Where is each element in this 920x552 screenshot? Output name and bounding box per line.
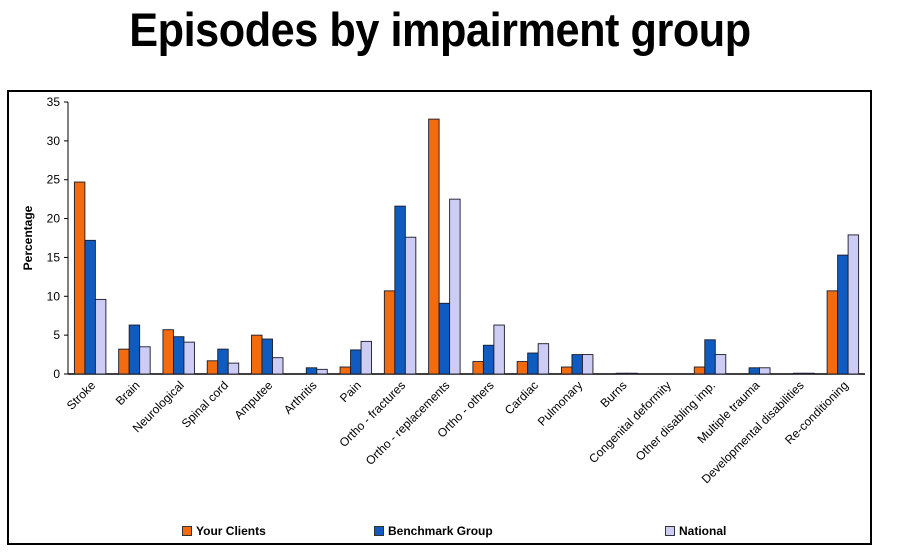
y-tick-label: 25: [47, 173, 61, 187]
bar-your-clients: [339, 366, 352, 375]
y-tick-label: 5: [53, 328, 60, 342]
x-tick-label: Arthritis: [281, 378, 320, 417]
chart-title: Episodes by impairment group: [129, 3, 751, 56]
bar-your-clients: [826, 290, 839, 375]
bar-your-clients: [118, 348, 130, 375]
y-tick-label: 15: [47, 250, 61, 264]
x-tick-label: Pulmonary: [535, 378, 585, 428]
legend-swatch-your-clients: [182, 526, 192, 536]
bar-your-clients: [206, 360, 219, 375]
x-tick-label: Other disabling imp.: [633, 378, 718, 463]
legend-item-your-clients: Your Clients: [182, 524, 266, 538]
bar-national: [449, 198, 461, 375]
x-tick-label: Cardiac: [502, 378, 541, 417]
x-tick-label: Stroke: [64, 378, 99, 413]
bar-benchmark-group: [748, 367, 761, 375]
bar-national: [272, 357, 284, 375]
bar-benchmark-group: [704, 339, 716, 375]
bar-national: [714, 354, 727, 375]
bar-benchmark-group: [261, 338, 273, 375]
bar-your-clients: [428, 118, 440, 375]
legend-label-benchmark-group: Benchmark Group: [388, 524, 493, 538]
x-tick-label: Congenital deformity: [586, 378, 674, 466]
y-tick-label: 10: [47, 289, 61, 303]
y-tick-label: 35: [47, 95, 61, 109]
bar-benchmark-group: [394, 205, 406, 375]
x-tick-label: Pain: [337, 378, 364, 405]
bar-your-clients: [693, 366, 706, 375]
bar-national: [227, 362, 240, 375]
bar-benchmark-group: [482, 344, 495, 375]
bar-benchmark-group: [615, 372, 628, 375]
bar-benchmark-group: [350, 349, 362, 375]
y-tick-label: 0: [53, 367, 60, 381]
y-axis-label: Percentage: [21, 205, 35, 270]
x-tick-label: Ortho - replacements: [363, 378, 453, 468]
bar-benchmark-group: [217, 348, 229, 375]
bar-national: [759, 367, 771, 375]
bar-your-clients: [73, 181, 86, 375]
legend-item-national: National: [665, 524, 726, 538]
bar-benchmark-group: [837, 254, 849, 375]
bar-national: [581, 354, 594, 375]
bar-your-clients: [251, 334, 263, 375]
bar-benchmark-group: [172, 336, 185, 375]
y-tick-label: 20: [47, 212, 61, 226]
x-tick-label: Brain: [113, 378, 143, 408]
bar-benchmark-group: [128, 324, 141, 375]
bar-national: [803, 372, 815, 375]
bar-your-clients: [162, 329, 174, 375]
bar-your-clients: [472, 361, 484, 375]
legend-label-your-clients: Your Clients: [196, 524, 266, 538]
bar-national: [183, 341, 195, 375]
legend-item-benchmark-group: Benchmark Group: [374, 524, 493, 538]
bar-national: [94, 298, 107, 375]
x-tick-label: Amputee: [232, 378, 276, 422]
bar-benchmark-group: [527, 352, 539, 375]
legend-swatch-benchmark-group: [374, 526, 384, 536]
bar-national: [404, 236, 417, 375]
bar-benchmark-group: [438, 302, 451, 375]
legend-label-national: National: [679, 524, 727, 538]
y-tick-label: 30: [47, 134, 61, 148]
bar-benchmark-group: [571, 354, 583, 375]
bar-national: [139, 346, 151, 375]
bar-national: [360, 340, 373, 375]
bar-national: [626, 372, 638, 375]
bar-your-clients: [560, 366, 573, 375]
bar-benchmark-group: [84, 239, 96, 375]
bar-your-clients: [383, 290, 396, 375]
x-tick-label: Burns: [598, 378, 630, 410]
bar-your-clients: [516, 361, 529, 375]
bar-benchmark-group: [792, 372, 805, 375]
bar-national: [537, 343, 550, 375]
x-tick-label: Spinal cord: [179, 378, 231, 430]
bar-national: [493, 324, 505, 375]
bar-national: [316, 368, 328, 375]
bar-national: [847, 234, 860, 375]
legend-swatch-national: [665, 526, 675, 536]
bar-benchmark-group: [305, 367, 318, 375]
